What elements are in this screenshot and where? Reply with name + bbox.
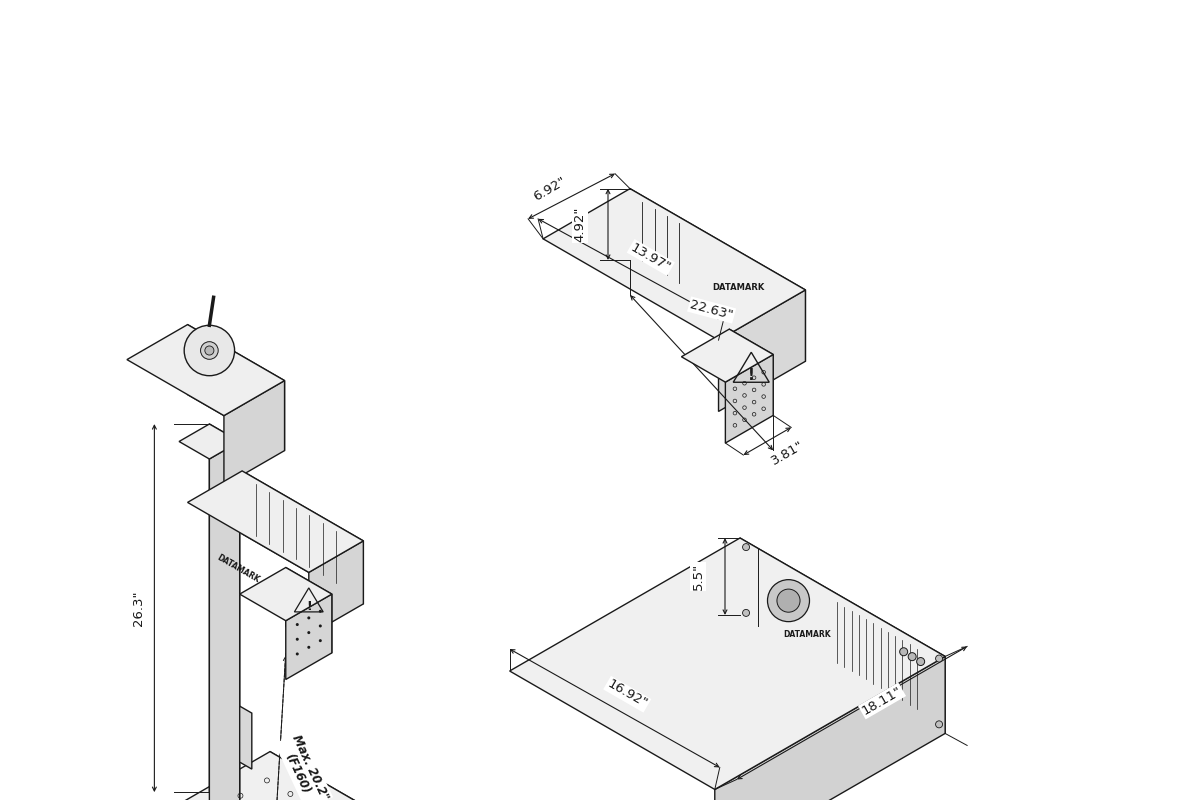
Polygon shape [308,541,364,635]
Polygon shape [682,329,773,382]
Text: !: ! [306,600,312,613]
Circle shape [319,625,322,627]
Circle shape [743,610,750,616]
Text: 3.81": 3.81" [769,438,806,468]
Circle shape [917,658,925,666]
Polygon shape [715,657,946,800]
Text: 13.97": 13.97" [629,241,673,274]
Circle shape [743,544,750,550]
Text: Max. 20.2"
(F160): Max. 20.2" (F160) [276,732,331,800]
Circle shape [908,653,916,661]
Polygon shape [209,424,240,800]
Circle shape [319,610,322,613]
Text: DATAMARK: DATAMARK [215,553,262,585]
Circle shape [307,631,311,634]
Polygon shape [84,752,410,800]
Text: 22.63": 22.63" [689,298,734,322]
Circle shape [295,653,299,655]
Polygon shape [240,706,252,769]
Polygon shape [270,752,410,800]
Circle shape [184,326,234,376]
Text: 6.92": 6.92" [530,174,568,203]
Polygon shape [209,442,240,800]
Circle shape [307,646,311,649]
Polygon shape [544,189,805,340]
Polygon shape [179,424,240,459]
Text: 16.92": 16.92" [605,678,649,711]
Circle shape [936,721,942,728]
Polygon shape [719,290,805,411]
Circle shape [776,589,800,612]
Text: 18.11": 18.11" [859,684,905,718]
Circle shape [307,617,311,619]
Circle shape [936,655,942,662]
Polygon shape [630,189,805,362]
Circle shape [900,648,907,656]
Polygon shape [242,471,364,604]
Circle shape [295,638,299,641]
Polygon shape [187,471,364,573]
Polygon shape [240,567,332,621]
Polygon shape [730,329,773,415]
Circle shape [200,342,218,359]
Polygon shape [286,567,332,653]
Circle shape [295,623,299,626]
Polygon shape [725,354,773,443]
Text: 26.3": 26.3" [132,590,145,626]
Polygon shape [224,381,284,486]
Text: 5.5": 5.5" [691,563,704,590]
Polygon shape [740,538,946,734]
Polygon shape [187,325,284,450]
Text: !: ! [748,368,755,382]
Polygon shape [510,538,946,790]
Polygon shape [127,325,284,416]
Circle shape [319,639,322,642]
Circle shape [205,346,214,355]
Text: DATAMARK: DATAMARK [782,630,830,638]
Text: 4.92": 4.92" [574,206,587,242]
Text: DATAMARK: DATAMARK [713,282,764,292]
Circle shape [768,580,810,622]
Polygon shape [286,594,332,679]
